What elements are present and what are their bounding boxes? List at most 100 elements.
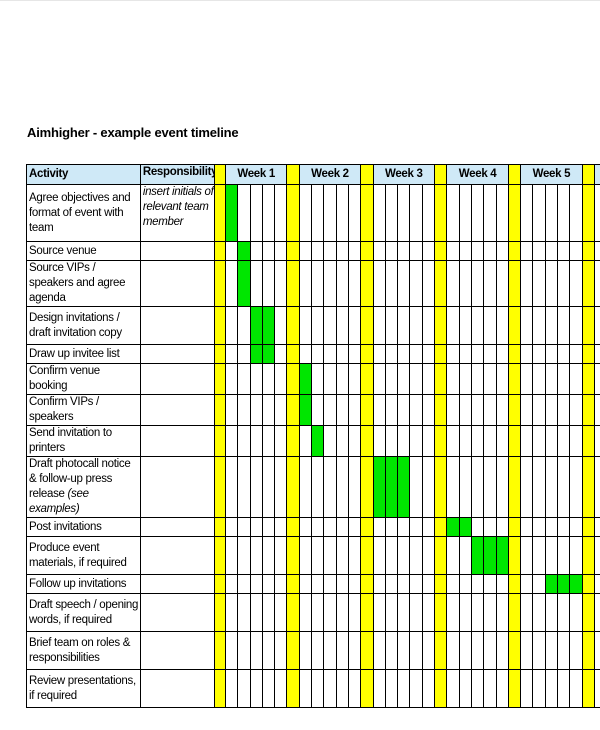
day-cell [470,593,485,632]
day-cell [520,456,534,518]
table-header-row: Activity Responsibility Week 1 Week 2 We… [26,164,600,185]
day-cell [237,456,251,518]
day-cell [446,536,460,575]
week-separator [581,260,595,307]
table-row: Draft photocall notice & follow-up press… [26,456,600,518]
week-4-header: Week 4 [446,164,509,185]
week-separator [581,669,595,708]
day-cell [421,363,436,395]
day-cell [544,394,559,426]
day-cell [544,536,559,575]
day-cell [237,517,251,537]
day-cell [249,536,263,575]
day-cell [569,363,583,395]
timeline-bar [298,363,313,395]
timeline-bar [470,536,485,575]
week-separator [581,164,595,185]
day-cell [249,363,263,395]
day-cell [593,536,600,575]
day-cell [569,456,583,518]
activity-cell: Draft speech / opening words, if require… [26,593,141,632]
table-row: Source VIPs / speakers and agree agenda [26,260,600,307]
day-cell [569,536,583,575]
day-cell [557,669,571,708]
day-cell [569,241,583,261]
day-cell [557,363,571,395]
day-cell [384,394,399,426]
day-cell [409,344,423,364]
day-cell [335,669,349,708]
day-cell [483,574,497,594]
day-cell [409,669,423,708]
day-cell [323,184,337,242]
day-cell [544,456,559,518]
day-cell [249,456,263,518]
day-cell [409,593,423,632]
day-cell [347,260,362,307]
activity-cell: Confirm venue booking [26,363,141,395]
week-separator [286,164,300,185]
week-separator [286,574,300,594]
day-cell [224,593,239,632]
day-cell [372,517,386,537]
day-cell [495,306,509,345]
day-cell [261,517,276,537]
timeline-bar [544,574,559,594]
day-cell [532,306,546,345]
week-separator [213,344,226,364]
day-cell [311,631,325,670]
activity-cell: Brief team on roles & responsibilities [26,631,141,670]
day-cell [261,593,276,632]
day-cell [261,184,276,242]
day-cell [544,363,559,395]
day-cell [224,260,239,307]
day-cell [372,536,386,575]
day-cell [261,260,276,307]
day-cell [483,184,497,242]
week-separator [360,631,374,670]
week-separator [581,631,595,670]
day-cell [446,184,460,242]
week-separator [213,631,226,670]
table-row: Review presentations, if required [26,669,600,708]
table-row: Produce event materials, if required [26,536,600,575]
timeline-bar [384,456,399,518]
day-cell [372,593,386,632]
day-cell [224,631,239,670]
day-cell [446,363,460,395]
day-cell [249,241,263,261]
day-cell [421,425,436,457]
day-cell [532,669,546,708]
day-cell [495,394,509,426]
week-separator [507,631,522,670]
week-separator [286,344,300,364]
day-cell [458,536,472,575]
day-cell [483,241,497,261]
week-separator [213,669,226,708]
week-separator [581,456,595,518]
timeline-bar [483,536,497,575]
day-cell [532,631,546,670]
day-cell [495,456,509,518]
day-cell [557,306,571,345]
day-cell [397,363,411,395]
responsibility-cell [139,260,215,307]
day-cell [544,260,559,307]
week-separator [213,593,226,632]
day-cell [347,306,362,345]
day-cell [323,241,337,261]
day-cell [483,593,497,632]
day-cell [274,425,288,457]
day-cell [470,669,485,708]
day-cell [544,241,559,261]
day-cell [335,394,349,426]
week-separator [286,631,300,670]
day-cell [261,574,276,594]
day-cell [323,456,337,518]
day-cell [557,593,571,632]
week-separator [360,260,374,307]
day-cell [532,184,546,242]
day-cell [483,517,497,537]
day-cell [409,363,423,395]
day-cell [593,184,600,242]
